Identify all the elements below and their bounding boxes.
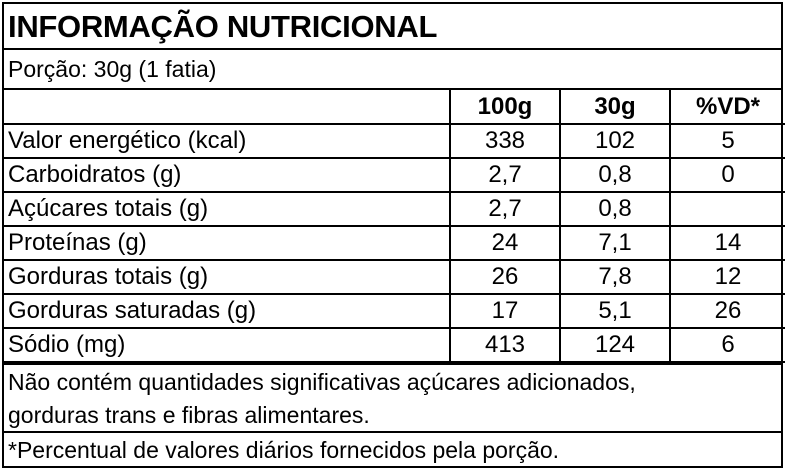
value-vd (669, 191, 785, 227)
row-label: Carboidratos (g) (4, 157, 451, 193)
note-line: Não contém quantidades significativas aç… (8, 369, 636, 395)
table-row: Carboidratos (g) 2,7 0,8 0 (4, 157, 785, 193)
value-vd: 12 (669, 259, 785, 295)
value-30g: 7,8 (559, 259, 671, 295)
table-row: Sódio (mg) 413 124 6 (4, 327, 785, 363)
value-vd: 6 (669, 327, 785, 363)
header-vd: %VD* (669, 90, 785, 125)
table-row: Gorduras totais (g) 26 7,8 12 (4, 259, 785, 295)
serving-size: Porção: 30g (1 fatia) (4, 50, 781, 90)
table-row: Açúcares totais (g) 2,7 0,8 (4, 191, 785, 227)
value-100g: 2,7 (449, 157, 561, 193)
table-row: Valor energético (kcal) 338 102 5 (4, 123, 785, 159)
value-100g: 338 (449, 123, 561, 159)
row-label: Sódio (mg) (4, 327, 451, 363)
value-30g: 0,8 (559, 191, 671, 227)
value-100g: 26 (449, 259, 561, 295)
daily-value-footnote: *Percentual de valores diários fornecido… (8, 437, 560, 463)
row-label: Valor energético (kcal) (4, 123, 451, 159)
header-100g: 100g (449, 90, 561, 125)
value-30g: 5,1 (559, 293, 671, 329)
row-label: Gorduras totais (g) (4, 259, 451, 295)
value-vd: 5 (669, 123, 785, 159)
disclaimer-note: Não contém quantidades significativas aç… (4, 363, 781, 433)
table-row: Proteínas (g) 24 7,1 14 (4, 225, 785, 261)
value-vd: 14 (669, 225, 785, 261)
header-label-column (4, 90, 451, 125)
value-30g: 124 (559, 327, 671, 363)
table-row: Gorduras saturadas (g) 17 5,1 26 (4, 293, 785, 329)
nutrition-title: INFORMAÇÃO NUTRICIONAL (4, 4, 781, 50)
value-30g: 0,8 (559, 157, 671, 193)
value-100g: 17 (449, 293, 561, 329)
value-vd: 26 (669, 293, 785, 329)
note-line: gorduras trans e fibras alimentares. (8, 402, 370, 428)
row-label: Gorduras saturadas (g) (4, 293, 451, 329)
value-100g: 24 (449, 225, 561, 261)
header-30g: 30g (559, 90, 671, 125)
value-100g: 413 (449, 327, 561, 363)
table-header-row: 100g 30g %VD* (4, 90, 785, 125)
row-label: Açúcares totais (g) (4, 191, 451, 227)
row-label: Proteínas (g) (4, 225, 451, 261)
value-30g: 102 (559, 123, 671, 159)
value-100g: 2,7 (449, 191, 561, 227)
value-30g: 7,1 (559, 225, 671, 261)
value-vd: 0 (669, 157, 785, 193)
nutrition-table: 100g 30g %VD* Valor energético (kcal) 33… (4, 90, 785, 363)
